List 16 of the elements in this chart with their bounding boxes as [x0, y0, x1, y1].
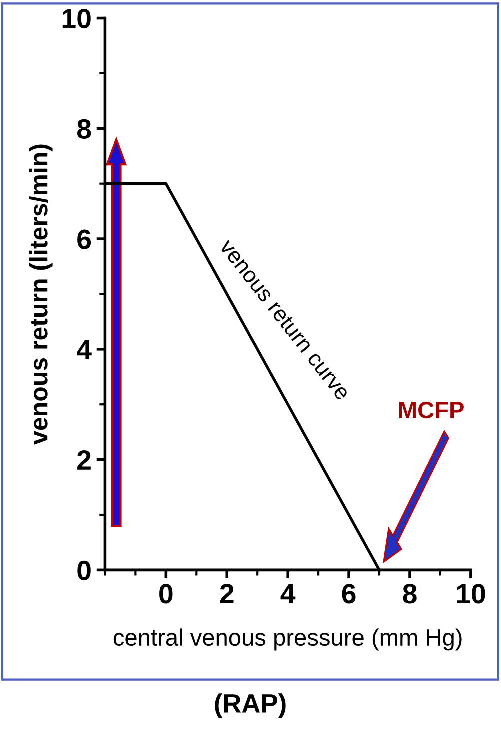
y-tick-label: 4 [76, 340, 92, 360]
text: (RAP) [215, 694, 286, 718]
x-tick-label: 8 [403, 584, 417, 604]
y-tick-label: 10 [62, 8, 91, 29]
y-tick-label: 2 [78, 450, 91, 470]
y-tick-label: 6 [78, 230, 92, 250]
annotation: MCFP [399, 402, 464, 419]
x-tick-label: 2 [220, 584, 234, 604]
x-tick-label: 0 [160, 584, 173, 604]
x-axis-title: central venous pressure (mm Hg) [114, 628, 462, 651]
x-tick-label: 10 [457, 584, 486, 604]
x-tick-label: 4 [280, 584, 296, 604]
y-axis-title: venous return (liters/min) [29, 144, 53, 445]
y-tick-label: 8 [77, 119, 92, 139]
y-tick-label: 0 [78, 560, 91, 581]
x-tick-label: 6 [342, 584, 356, 604]
